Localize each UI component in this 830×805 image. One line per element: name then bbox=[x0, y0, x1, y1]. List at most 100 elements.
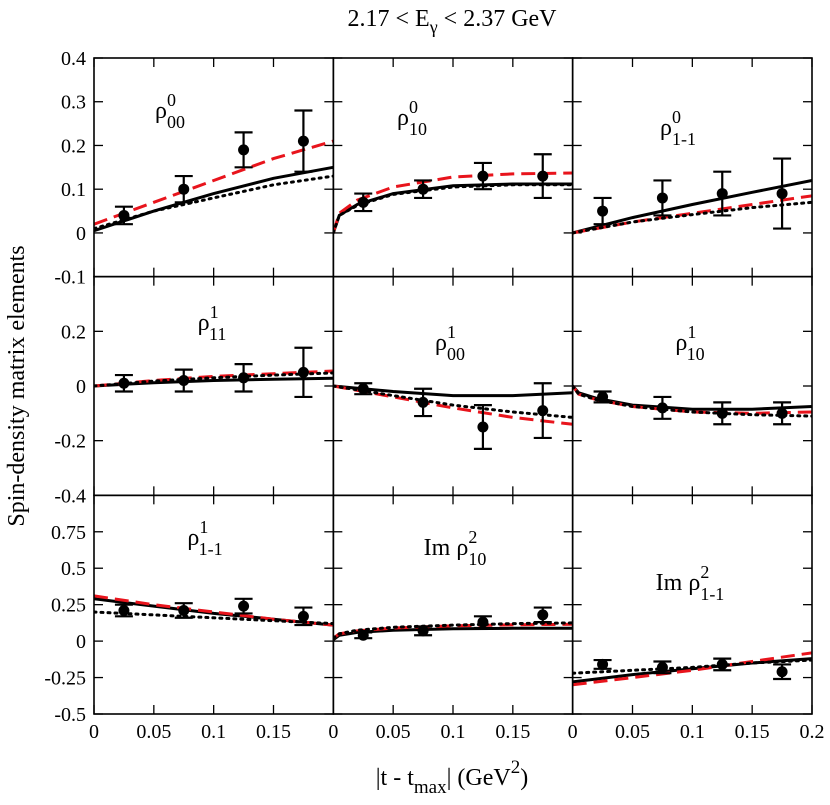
panel-frame bbox=[571, 57, 813, 278]
data-point bbox=[417, 183, 429, 195]
y-tick-label: 0 bbox=[76, 631, 86, 653]
data-point bbox=[716, 658, 728, 670]
x-tick-label: 0.05 bbox=[615, 721, 650, 743]
label-sub: 11 bbox=[209, 324, 226, 344]
panel: ρ1 00 bbox=[332, 275, 574, 497]
curve bbox=[94, 139, 334, 226]
panel-label: ρ1 00 bbox=[435, 322, 465, 364]
label-sup: 1 bbox=[210, 302, 218, 322]
panel-frame bbox=[571, 275, 813, 497]
data-point bbox=[357, 196, 369, 208]
panel: -0.100.10.20.30.4ρ0 00 bbox=[54, 48, 335, 289]
data-point bbox=[118, 604, 130, 616]
label-main: ρ bbox=[675, 330, 687, 356]
panel-label: ρ1 11 bbox=[198, 302, 227, 344]
label-sup: 1 bbox=[199, 517, 207, 537]
title-part: < 2.37 GeV bbox=[438, 6, 558, 32]
title-sub: γ bbox=[429, 17, 438, 37]
x-label-part: |t - t bbox=[376, 765, 414, 791]
curve bbox=[572, 194, 813, 235]
x-tick-label: 0.1 bbox=[680, 721, 705, 743]
data-point bbox=[477, 421, 489, 433]
label-sub: 10 bbox=[468, 549, 486, 569]
data-point bbox=[238, 600, 250, 612]
label-main: ρ bbox=[187, 525, 199, 551]
curve bbox=[333, 621, 573, 640]
x-tick-label: 0.1 bbox=[201, 721, 226, 743]
label-sub: 10 bbox=[409, 119, 427, 139]
data-point bbox=[656, 192, 668, 204]
panel-frame bbox=[93, 57, 335, 278]
curve bbox=[572, 385, 813, 411]
y-axis-label: Spin-density matrix elements bbox=[4, 245, 30, 526]
curve bbox=[572, 179, 813, 235]
label-sub: 1-1 bbox=[199, 539, 223, 559]
y-tick-label: -0.4 bbox=[54, 485, 86, 507]
data-point bbox=[597, 205, 609, 217]
y-tick-label: 0 bbox=[76, 223, 86, 245]
x-tick-label: 0.2 bbox=[800, 721, 825, 743]
data-point bbox=[597, 658, 609, 670]
label-sup: 0 bbox=[167, 90, 176, 110]
label-sup: 0 bbox=[409, 97, 418, 117]
curve bbox=[572, 658, 813, 675]
label-main: Im ρ bbox=[424, 535, 469, 561]
curve bbox=[94, 594, 334, 627]
curve bbox=[94, 610, 334, 626]
curve bbox=[333, 384, 573, 419]
y-tick-label: 0.3 bbox=[61, 92, 86, 114]
panel: -0.5 -0.25 0 0.25 0.5 0.75 0 0.05 0.1 0.15 ρ1 1-1 bbox=[44, 494, 335, 743]
label-sup: 1 bbox=[447, 322, 456, 342]
data-point bbox=[118, 377, 130, 389]
y-tick-label: 0.2 bbox=[61, 135, 86, 157]
data-point bbox=[537, 609, 549, 621]
panel: ρ0 10 bbox=[332, 57, 574, 278]
x-tick-label: 0.15 bbox=[735, 721, 770, 743]
panel: ρ1 10 bbox=[571, 275, 813, 497]
data-point bbox=[477, 616, 489, 628]
data-point bbox=[118, 209, 130, 221]
x-tick-label: 0 bbox=[568, 721, 578, 743]
label-main: ρ bbox=[155, 98, 167, 124]
label-sup: 0 bbox=[672, 107, 681, 127]
label-sub: 00 bbox=[447, 344, 465, 364]
data-point bbox=[716, 407, 728, 419]
data-point bbox=[656, 402, 668, 414]
x-label-sub: max bbox=[414, 777, 447, 798]
panel-label: ρ0 10 bbox=[397, 97, 427, 139]
curve bbox=[572, 651, 813, 687]
y-tick-label: 0.2 bbox=[61, 321, 86, 343]
x-label-sup: 2 bbox=[511, 757, 521, 778]
x-tick-label: 0.05 bbox=[376, 721, 411, 743]
curve bbox=[94, 371, 334, 388]
x-tick-label: 0.05 bbox=[136, 721, 171, 743]
curve bbox=[94, 174, 334, 231]
curve bbox=[333, 171, 573, 234]
curve bbox=[572, 384, 813, 418]
x-tick-label: 0.15 bbox=[256, 721, 291, 743]
panel-frame bbox=[571, 494, 813, 715]
data-point bbox=[357, 383, 369, 395]
curve bbox=[333, 384, 573, 426]
x-tick-label: 0 bbox=[89, 721, 99, 743]
label-main: Im ρ bbox=[656, 570, 701, 596]
panel: -0.4 -0.2 0 0.2 ρ1 11 bbox=[54, 275, 335, 507]
y-tick-label: 0 bbox=[76, 376, 86, 398]
label-sup: 2 bbox=[700, 562, 709, 582]
data-point bbox=[537, 405, 549, 417]
panel-frame bbox=[332, 275, 574, 497]
figure-title: 2.17 < Eγ < 2.37 GeV bbox=[347, 6, 557, 37]
panel: 0 0.05 0.1 0.15 0.2 Im ρ2 1-1 bbox=[568, 494, 825, 743]
curve bbox=[333, 384, 573, 398]
data-point bbox=[297, 135, 309, 147]
data-point bbox=[238, 372, 250, 384]
label-main: ρ bbox=[660, 115, 672, 141]
data-point bbox=[776, 407, 788, 419]
data-point bbox=[297, 366, 309, 378]
y-tick-label: 0.25 bbox=[51, 595, 86, 617]
curve bbox=[333, 182, 573, 234]
panel: 0 0.05 0.1 0.15 Im ρ2 10 bbox=[328, 494, 574, 743]
data-point bbox=[178, 183, 190, 195]
panel-label: ρ1 1-1 bbox=[187, 517, 222, 559]
